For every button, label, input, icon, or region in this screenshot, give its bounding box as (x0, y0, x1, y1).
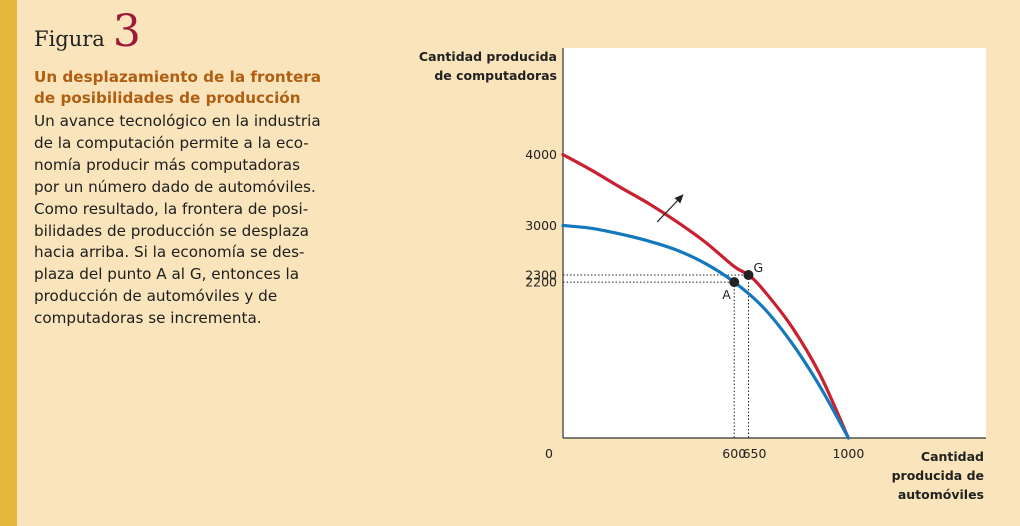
point-label-a: A (722, 287, 731, 302)
y-tick-label: 2200 (525, 275, 557, 290)
point-label-g: G (754, 260, 764, 275)
y-axis-title: Cantidad producida de computadoras (419, 47, 557, 85)
caption-line: de la computación permite a la eco- (34, 133, 309, 152)
origin-label: 0 (545, 446, 553, 461)
caption-line: Como resultado, la frontera de posi- (34, 199, 309, 218)
x-axis-title-line: producida de (891, 468, 984, 483)
y-tick-label: 2300 (525, 268, 557, 283)
plot-area (563, 48, 986, 438)
point-g (743, 270, 754, 281)
caption-line: computadoras se incrementa. (34, 309, 262, 328)
figure-number: 3 (112, 6, 141, 57)
y-axis-title-line: Cantidad producida (418, 49, 557, 64)
x-tick-label: 650 (743, 446, 767, 461)
x-axis-title-line: automóviles (897, 487, 984, 502)
y-tick-label: 3000 (525, 218, 557, 233)
y-tick-label: 4000 (525, 147, 557, 162)
y-axis-title-line: de computadoras (434, 68, 557, 83)
caption-line: nomía producir más computadoras (34, 155, 301, 174)
new-frontier-line (561, 153, 850, 440)
x-tick-label: 1000 (832, 446, 864, 461)
caption-title-line: de posibilidades de producción (34, 89, 301, 107)
side-accent-bar (0, 0, 17, 526)
caption-body: Un avance tecnológico en la industria de… (34, 111, 344, 330)
caption-line: producción de automóviles y de (34, 287, 278, 306)
x-axis-title-line: Cantidad (920, 449, 984, 464)
caption-line: bilidades de producción se desplaza (34, 221, 309, 240)
x-axis-title: Cantidad producida de automóviles (892, 447, 984, 504)
caption-title: Un desplazamiento de la frontera de posi… (34, 67, 344, 109)
caption-title-line: Un desplazamiento de la frontera (34, 68, 322, 86)
shift-arrow (656, 194, 684, 223)
old-frontier-line (561, 223, 850, 440)
caption-line: Un avance tecnológico en la industria (34, 112, 321, 130)
caption-line: por un número dado de automóviles. (34, 177, 316, 196)
point-a (729, 277, 740, 288)
caption-line: hacia arriba. Si la economía se des- (34, 243, 305, 262)
caption-line: plaza del punto A al G, entonces la (34, 265, 300, 284)
figure-word: Figura (34, 27, 105, 51)
figure-label: Figura 3 (34, 6, 141, 57)
x-tick-label: 600 (722, 446, 746, 461)
